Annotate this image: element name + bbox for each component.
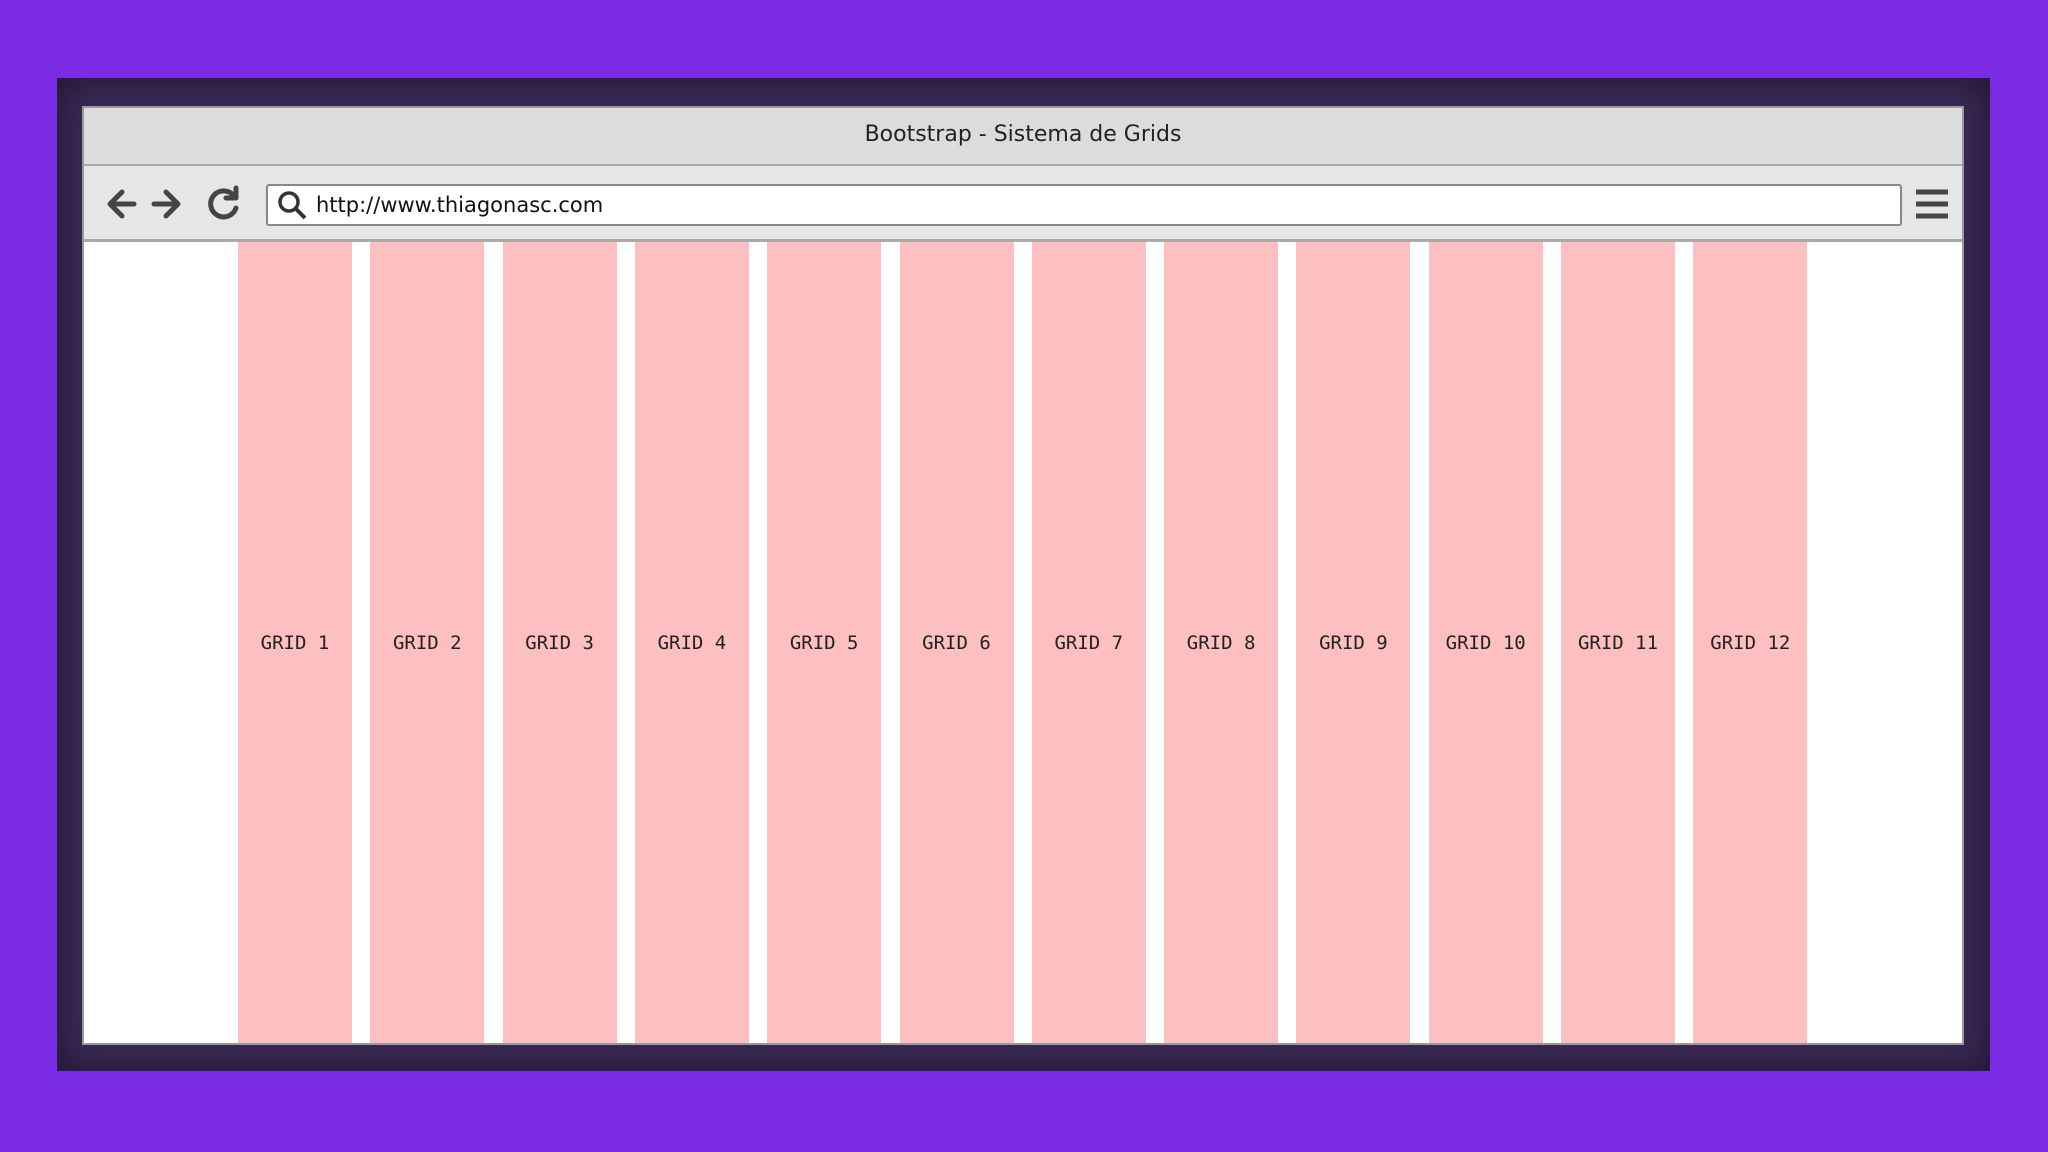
forward-button[interactable] [151, 189, 181, 219]
grid-column: GRID 2 [370, 242, 485, 1043]
window-title: Bootstrap - Sistema de Grids [84, 108, 1962, 166]
menu-button[interactable] [1912, 184, 1952, 224]
grid-column: GRID 5 [767, 242, 882, 1043]
grid-column: GRID 11 [1561, 242, 1675, 1043]
grid-column: GRID 8 [1164, 242, 1279, 1043]
content: GRID 1 GRID 2 GRID 3 GRID 4 GRID 5 GRID 6 GRID… [84, 242, 1962, 1043]
search-icon [278, 191, 307, 220]
grid-column: GRID 10 [1428, 242, 1543, 1043]
reload-button[interactable] [208, 185, 239, 220]
grid-column: GRID 12 [1693, 242, 1808, 1043]
url: http://www.thiagonasc.com [316, 193, 604, 217]
grid-column: GRID 3 [502, 242, 617, 1043]
toolbar: http://www.thiagonasc.com [84, 166, 1962, 242]
grid-column: GRID 6 [899, 242, 1014, 1043]
grid-column: GRID 7 [1031, 242, 1146, 1043]
grid-column: GRID 4 [634, 242, 749, 1043]
back-button[interactable] [107, 189, 137, 219]
grid-column: GRID 9 [1296, 242, 1411, 1043]
grid-column: GRID 1 [238, 242, 352, 1043]
nav-buttons [107, 185, 239, 220]
browser-window: Bootstrap - Sistema de Grids http://www.… [82, 106, 1964, 1045]
address-bar[interactable]: http://www.thiagonasc.com [266, 184, 1902, 226]
